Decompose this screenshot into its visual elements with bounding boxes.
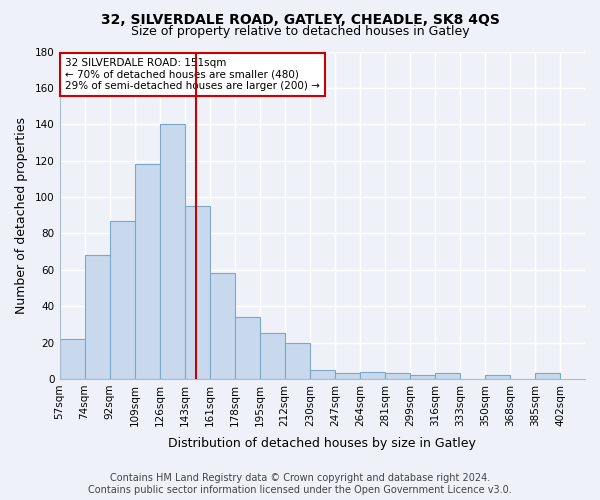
Bar [209, 274, 235, 379]
Bar [410, 376, 435, 379]
Bar [435, 374, 460, 379]
Text: Size of property relative to detached houses in Gatley: Size of property relative to detached ho… [131, 25, 469, 38]
Bar [160, 124, 185, 379]
Bar [260, 334, 285, 379]
X-axis label: Distribution of detached houses by size in Gatley: Distribution of detached houses by size … [169, 437, 476, 450]
Bar [385, 374, 410, 379]
Bar [85, 255, 110, 379]
Bar [360, 372, 385, 379]
Y-axis label: Number of detached properties: Number of detached properties [15, 116, 28, 314]
Text: Contains HM Land Registry data © Crown copyright and database right 2024.
Contai: Contains HM Land Registry data © Crown c… [88, 474, 512, 495]
Text: 32, SILVERDALE ROAD, GATLEY, CHEADLE, SK8 4QS: 32, SILVERDALE ROAD, GATLEY, CHEADLE, SK… [101, 12, 499, 26]
Text: 32 SILVERDALE ROAD: 151sqm
← 70% of detached houses are smaller (480)
29% of sem: 32 SILVERDALE ROAD: 151sqm ← 70% of deta… [65, 58, 320, 91]
Bar [310, 370, 335, 379]
Bar [235, 317, 260, 379]
Bar [110, 220, 134, 379]
Bar [485, 376, 510, 379]
Bar [185, 206, 209, 379]
Bar [335, 374, 360, 379]
Bar [134, 164, 160, 379]
Bar [285, 342, 310, 379]
Bar [535, 374, 560, 379]
Bar [59, 339, 85, 379]
